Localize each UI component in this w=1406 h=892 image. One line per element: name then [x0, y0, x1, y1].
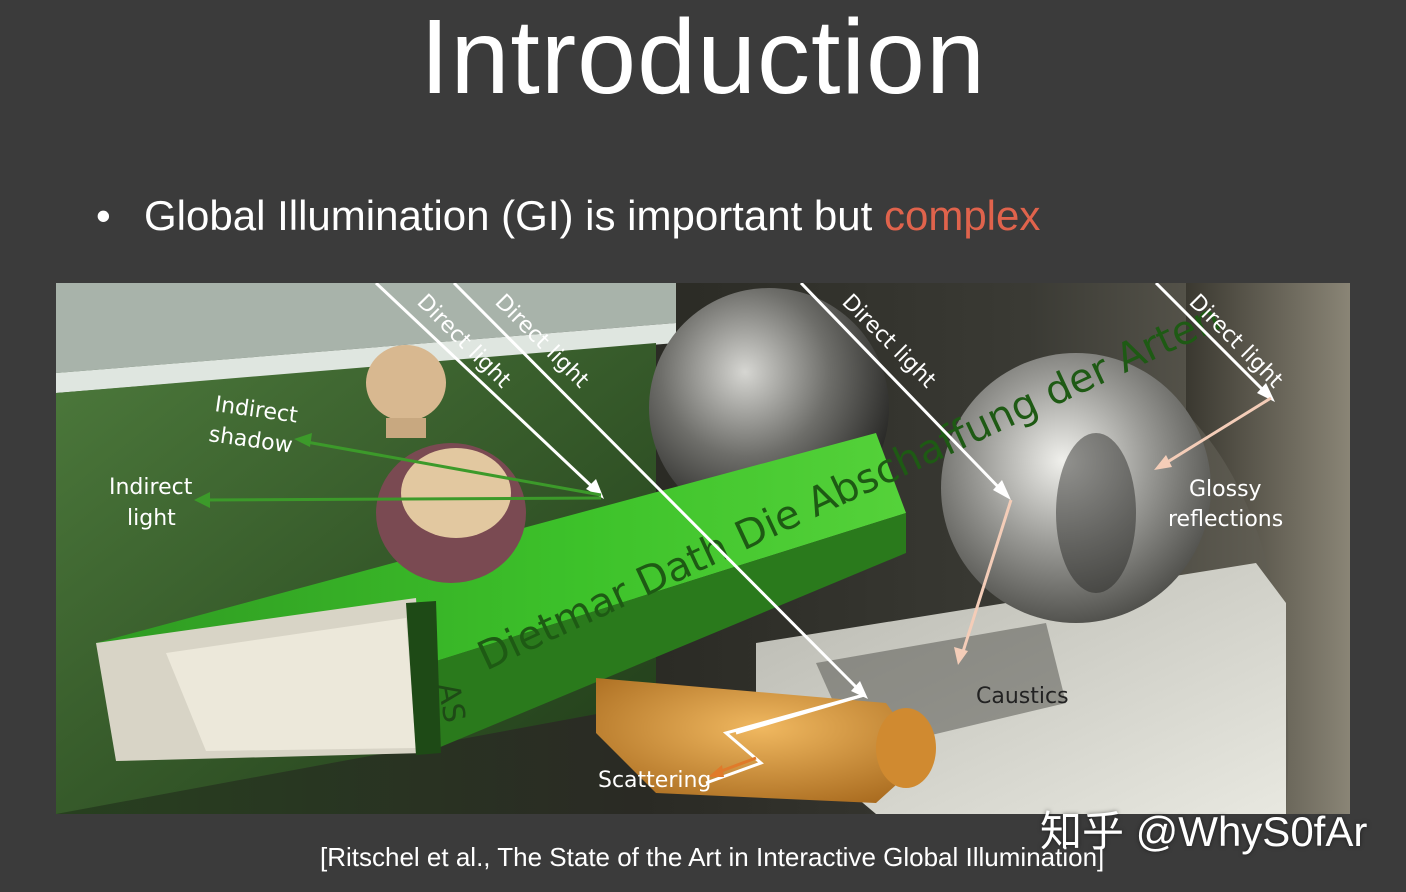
label-glossy-2: reflections — [1168, 507, 1283, 532]
bullet-point: • Global Illumination (GI) is important b… — [96, 186, 1040, 246]
buddha-figurine — [366, 345, 526, 583]
label-indirect-light-1: Indirect — [109, 475, 193, 500]
gi-illustration-photo: Dietmar Dath Die Abschaffung der Arten A… — [56, 283, 1350, 814]
bullet-highlight: complex — [883, 192, 1041, 239]
candle — [596, 678, 936, 803]
direct-light-arrows — [374, 283, 1273, 785]
book-spine-text: AS — [430, 680, 471, 725]
indirect-arrows — [200, 439, 602, 502]
glossy-caustic-arrows — [959, 396, 1272, 659]
citation: [Ritschel et al., The State of the Art i… — [320, 842, 1105, 872]
crackle-sphere — [941, 353, 1211, 623]
label-indirect-light-2: light — [127, 506, 176, 531]
label-scattering: Scattering — [598, 768, 711, 793]
label-glossy-1: Glossy — [1189, 477, 1262, 502]
bullet-text: Global Illumination (GI) is important bu… — [144, 192, 884, 239]
bullet-dot-icon: • — [96, 192, 111, 239]
slide-title: Introduction — [420, 0, 986, 116]
label-caustics: Caustics — [976, 684, 1069, 709]
watermark: 知乎 @WhyS0fAr — [1040, 808, 1368, 855]
